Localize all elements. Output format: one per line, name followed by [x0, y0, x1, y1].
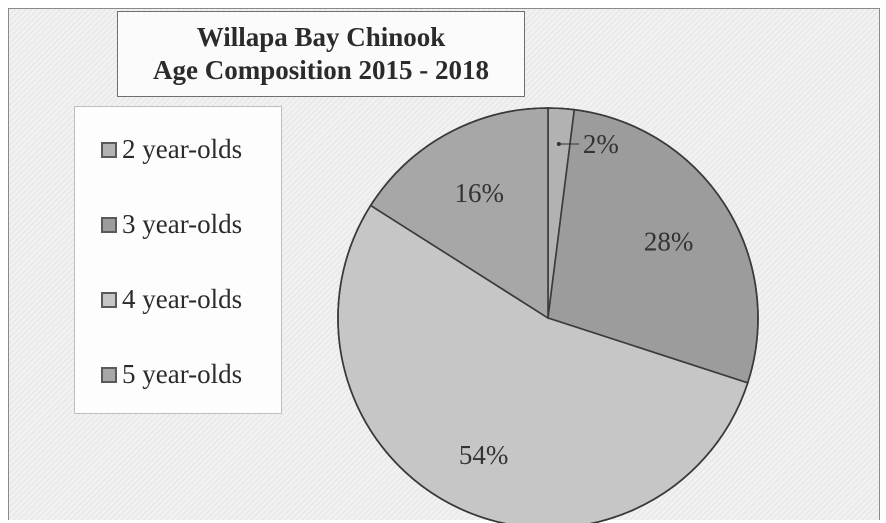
legend-item-2-year-olds: 2 year-olds — [101, 131, 281, 168]
legend-swatch-4-year-olds — [101, 291, 117, 308]
chart-title-line-2: Age Composition 2015 - 2018 — [153, 55, 489, 85]
legend-label-4-year-olds: 4 year-olds — [122, 284, 243, 314]
legend-label-3-year-olds: 3 year-olds — [122, 209, 243, 239]
legend-label-5-year-olds: 5 year-olds — [122, 359, 243, 389]
chart-title: Willapa Bay Chinook Age Composition 2015… — [117, 11, 525, 97]
legend-item-3-year-olds: 3 year-olds — [101, 206, 281, 243]
legend-label-2-year-olds: 2 year-olds — [122, 134, 243, 164]
legend-swatch-3-year-olds — [101, 216, 117, 233]
legend-item-4-year-olds: 4 year-olds — [101, 281, 281, 318]
legend-item-5-year-olds: 5 year-olds — [101, 356, 281, 393]
chart-legend: 2 year-olds 3 year-olds 4 year-olds 5 ye… — [74, 106, 282, 414]
legend-swatch-2-year-olds — [101, 141, 117, 158]
chart-title-line-1: Willapa Bay Chinook — [196, 22, 446, 52]
legend-swatch-5-year-olds — [101, 366, 117, 383]
